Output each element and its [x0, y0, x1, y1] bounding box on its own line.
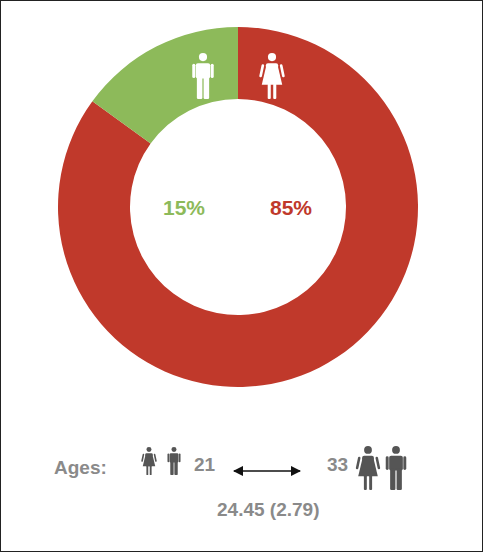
svg-text:15%: 15% [163, 196, 205, 219]
svg-text:Ages:: Ages: [54, 457, 107, 478]
svg-text:85%: 85% [270, 196, 312, 219]
svg-text:24.45 (2.79): 24.45 (2.79) [217, 499, 319, 520]
svg-text:33: 33 [327, 454, 348, 475]
svg-text:21: 21 [194, 454, 216, 475]
